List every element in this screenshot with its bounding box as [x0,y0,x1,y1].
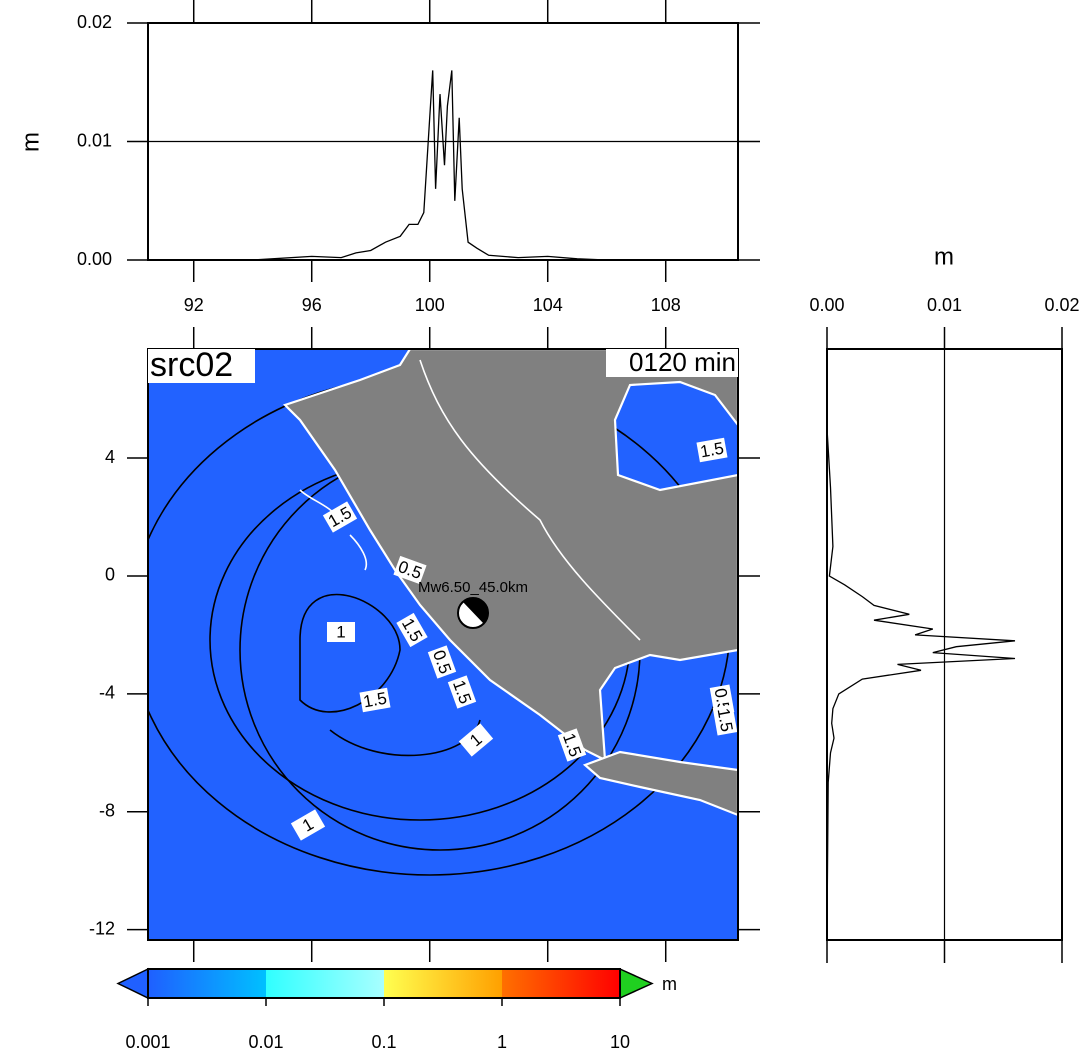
colorbar-unit: m [662,974,677,994]
x-tick-label: 100 [415,295,445,315]
over-triangle [619,967,654,1000]
contour-label-box [393,555,427,585]
colorbar-tick-label: 10 [610,1032,630,1052]
contour-label-box [322,501,358,533]
profile-line [826,354,1016,930]
title-box [148,349,255,383]
x-tick-label: 92 [184,295,204,315]
y-tick-label: 0.02 [77,12,112,32]
contour-label: 1 [290,809,326,841]
contour-label: 1.5 [712,704,738,736]
x-tick-label: 96 [302,295,322,315]
contour-label-box [458,723,494,757]
colorbar-tick-label: 0.01 [248,1032,283,1052]
contour-label: 1.5 [696,437,728,463]
contour-label-box [696,437,728,463]
colorbar-segment [384,969,502,998]
under-triangle [116,967,149,1000]
contour-label-text: 1.5 [714,707,737,734]
colorbar-tick-label: 0.1 [371,1032,396,1052]
contour-label-text: 1 [336,622,345,641]
map-frame [147,348,739,941]
contour-label-box [396,612,428,648]
map: 1.50.51 1.50.51.51.51 1.511.50.51.5Mw6.50_… [148,349,738,940]
contour-label-box [712,704,738,736]
x-tick-label: 104 [533,295,563,315]
x-axis-label: m [934,243,954,270]
contour-label-box [359,687,391,713]
annotation: Mw6.50_45.0km [418,579,528,596]
x-tick-label: 108 [651,295,681,315]
contour-label-box [290,809,326,841]
colorbar-tick-label: 0.001 [125,1032,170,1052]
contour-label: 1 [458,723,494,757]
y-tick-label: 0.00 [77,249,112,269]
y-tick-label: 0 [105,565,115,585]
contour-label-box [427,645,457,679]
y-tick-label: -8 [99,801,115,821]
contour-label-box [327,622,355,642]
map-title: src02 [150,346,233,384]
y-tick-label: -12 [89,918,115,938]
beachball-quadrant [463,597,489,624]
colorbar-tick-label: 1 [497,1032,507,1052]
x-tick-label: 0.01 [927,295,962,315]
contour-label: 1.5 [359,687,391,713]
contour-label-box [447,675,477,709]
colorbar-segment [148,969,266,998]
colorbar-segment [502,969,620,998]
y-tick-label: -4 [99,683,115,703]
y-tick-label: 0.01 [77,130,112,150]
profile-line [252,70,666,261]
x-tick-label: 0.00 [809,295,844,315]
y-axis-label: m [17,132,44,152]
land [282,349,738,817]
contour-label-text: 1.5 [699,439,726,462]
contour-label-box [557,728,587,762]
colorbar-segment [266,969,384,998]
contour-label: 0.5 [427,645,457,679]
time-label: 0120 min [629,347,736,377]
time-box [606,349,738,377]
y-tick-label: 4 [105,447,115,467]
x-tick-label: 0.02 [1044,295,1079,315]
contour-label: 1 [327,622,355,642]
contour-label-text: 1.5 [362,689,389,712]
